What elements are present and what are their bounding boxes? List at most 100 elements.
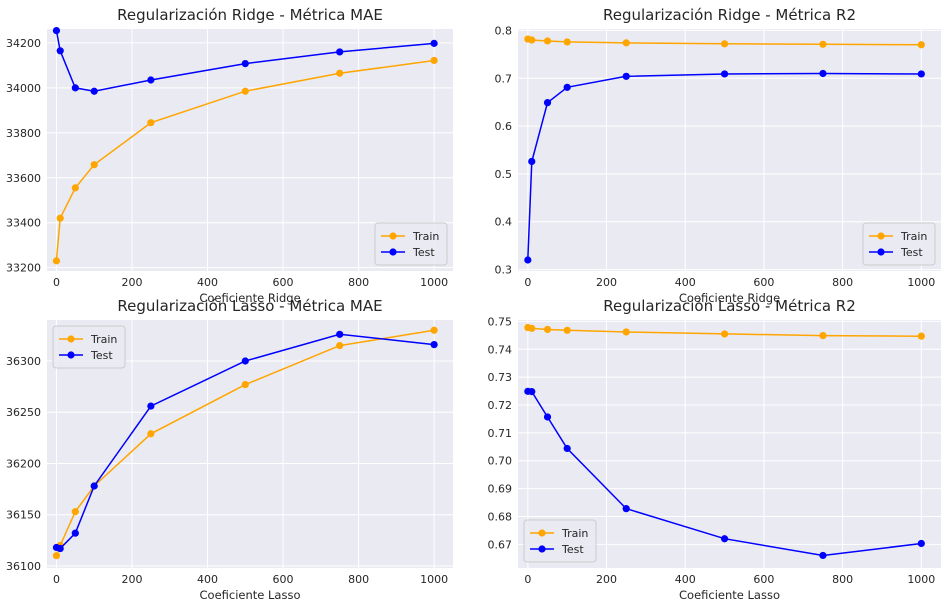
x-tick-label: 400 (675, 276, 696, 289)
data-point-test (430, 39, 438, 47)
chart-title: Regularización Ridge - Métrica R2 (603, 6, 856, 24)
data-point-train (543, 37, 552, 45)
data-point-train (430, 56, 438, 65)
data-point-train (720, 330, 729, 338)
y-tick-label: 33800 (6, 127, 41, 140)
legend-label-test: Test (412, 246, 435, 259)
y-tick-label: 33200 (6, 262, 41, 275)
x-axis-label: Coeficiente Lasso (200, 588, 301, 602)
data-point-train (563, 326, 571, 334)
x-tick-label: 400 (675, 573, 696, 586)
legend: Train Test (374, 222, 448, 266)
x-tick-label: 400 (197, 276, 218, 289)
y-tick-label: 34000 (6, 82, 41, 95)
legend-marker-test (877, 248, 885, 256)
data-point-train (528, 324, 536, 332)
data-point-train (147, 119, 155, 127)
y-tick-label: 0.4 (495, 216, 513, 229)
data-point-test (56, 47, 64, 55)
data-point-test (71, 84, 79, 92)
x-tick-label: 1000 (907, 573, 935, 586)
data-point-test (524, 256, 532, 264)
legend: Train Test (523, 519, 597, 563)
y-tick-label: 0.72 (488, 399, 513, 412)
data-point-train (336, 69, 344, 77)
data-point-train (56, 214, 64, 222)
data-point-train (563, 38, 571, 46)
legend-label-train: Train (90, 333, 117, 346)
data-point-train (819, 332, 827, 340)
data-point-test (90, 87, 98, 95)
data-point-train (917, 332, 925, 340)
chart-panel-4: 0 200 400 600 800 1000 0.67 0.68 0.69 0.70 0.71 0.7… (488, 297, 941, 602)
data-point-test (622, 72, 630, 80)
data-point-test (52, 26, 61, 35)
data-point-test (71, 529, 79, 537)
x-axis-label: Coeficiente Lasso (679, 588, 780, 602)
data-point-test (430, 340, 438, 349)
x-tick-label: 600 (753, 573, 774, 586)
data-point-test (336, 48, 344, 56)
x-tick-label: 0 (524, 276, 531, 289)
chart-title: Regularización Lasso - Métrica MAE (117, 297, 382, 315)
x-tick-label: 200 (121, 573, 142, 586)
data-point-train (430, 326, 438, 334)
data-point-test (917, 539, 925, 548)
data-point-test (528, 388, 536, 396)
data-point-test (917, 70, 925, 78)
x-tick-label: 1000 (420, 573, 448, 586)
y-tick-label: 34200 (6, 37, 41, 50)
y-tick-label: 0.7 (495, 72, 513, 85)
y-tick-label: 0.74 (488, 343, 513, 356)
data-point-test (563, 83, 571, 91)
y-tick-label: 36100 (6, 560, 41, 573)
data-point-train (241, 87, 249, 95)
x-tick-label: 600 (273, 573, 294, 586)
chart-title: Regularización Ridge - Métrica MAE (117, 6, 383, 24)
data-point-test (720, 70, 729, 78)
data-point-test (528, 157, 536, 166)
series-line-train (55, 59, 435, 261)
y-tick-label: 0.5 (495, 168, 513, 181)
y-tick-label: 33400 (6, 217, 41, 230)
data-point-train (241, 380, 249, 389)
data-point-train (622, 328, 630, 336)
data-point-test (90, 482, 98, 490)
data-point-test (622, 505, 630, 513)
x-tick-label: 200 (121, 276, 142, 289)
y-tick-label: 33600 (6, 172, 41, 185)
y-tick-label: 0.73 (488, 371, 513, 384)
chart-title: Regularización Lasso - Métrica R2 (603, 297, 856, 315)
series-line-test (527, 390, 922, 557)
y-tick-label: 0.69 (488, 483, 513, 496)
data-point-test (543, 99, 552, 107)
data-point-test (720, 535, 729, 543)
series-line-test (527, 72, 922, 261)
data-point-train (71, 508, 79, 516)
legend-label-test: Test (561, 543, 584, 556)
data-point-test (147, 402, 155, 410)
legend-label-train: Train (561, 527, 588, 540)
y-tick-label: 0.67 (488, 538, 513, 551)
data-point-train (528, 36, 536, 44)
data-point-test (241, 60, 249, 68)
data-point-test (819, 69, 827, 78)
data-point-train (336, 342, 344, 350)
x-tick-label: 0 (53, 276, 60, 289)
legend-marker-train (67, 335, 75, 343)
x-tick-label: 0 (53, 573, 60, 586)
y-tick-label: 0.8 (495, 24, 513, 37)
y-tick-label: 0.3 (495, 264, 513, 277)
series-line-train (55, 329, 435, 556)
x-tick-label: 200 (596, 573, 617, 586)
x-tick-label: 800 (348, 573, 369, 586)
x-tick-label: 1000 (907, 276, 935, 289)
data-point-test (56, 544, 64, 553)
y-tick-label: 0.68 (488, 510, 513, 523)
chart-panel-3: 0 200 400 600 800 1000 36100 36150 36200 36250 363… (6, 297, 453, 602)
legend-label-train: Train (412, 230, 439, 243)
data-point-test (563, 444, 571, 453)
x-tick-label: 800 (832, 276, 853, 289)
legend-marker-train (389, 232, 397, 240)
